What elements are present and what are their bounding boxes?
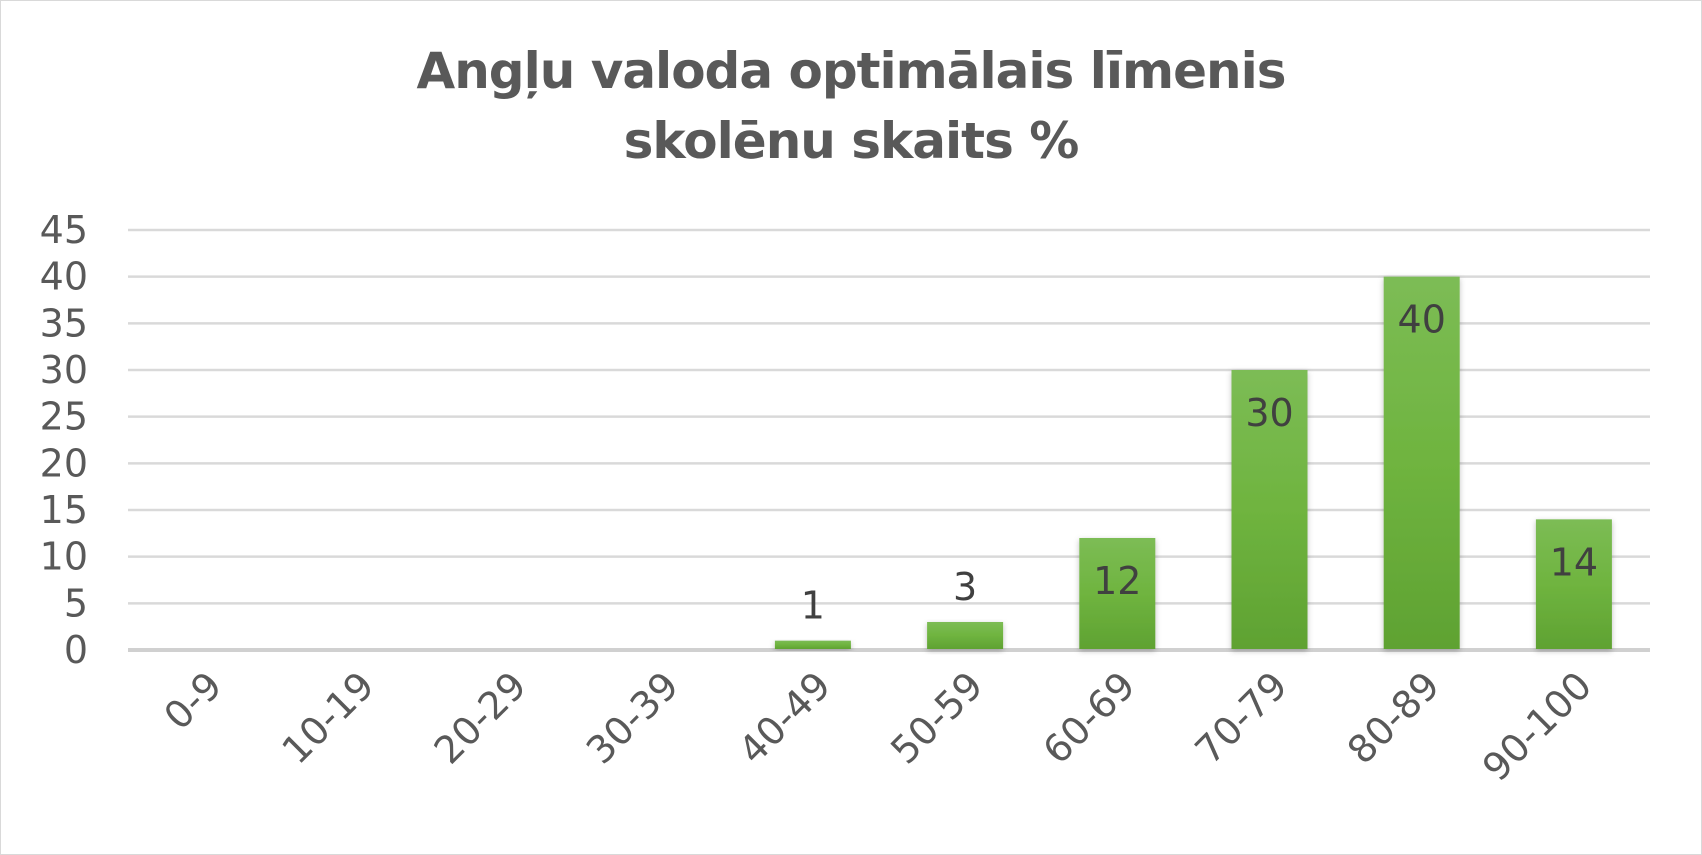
bar-80-89 [1383,276,1460,649]
x-tick-label: 90-100 [1474,663,1600,789]
data-label: 1 [801,584,825,628]
bar-40-49 [774,640,851,649]
bars [774,276,1612,649]
chart-title-line-1: Angļu valoda optimālais līmenis [416,42,1287,100]
x-tick-label: 40-49 [730,663,839,772]
y-tick-label: 15 [40,488,88,532]
chart-title: Angļu valoda optimālais līmenis skolēnu … [0,36,1702,176]
y-tick-label: 45 [40,208,88,252]
x-tick-label: 20-29 [426,663,535,772]
data-labels: 1 3 12 30 40 14 [801,298,1598,628]
y-tick-label: 10 [40,535,88,579]
x-tick-label: 50-59 [882,663,991,772]
x-tick-label: 80-89 [1339,663,1448,772]
data-label: 14 [1550,540,1598,584]
y-tick-label: 35 [40,301,88,345]
y-tick-label: 30 [40,348,88,392]
chart-title-line-2: skolēnu skaits % [623,112,1080,170]
y-tick-label: 25 [40,395,88,439]
x-axis-tick-labels: 0-9 10-19 20-29 30-39 40-49 50-59 60-69 70-79 80… [155,663,1600,789]
bar-90-100 [1535,519,1612,649]
x-tick-label: 70-79 [1187,663,1296,772]
bar-60-69 [1079,538,1156,649]
data-label: 3 [953,565,977,609]
y-tick-label: 20 [40,441,88,485]
y-tick-label: 40 [40,255,88,299]
bar-50-59 [927,622,1004,649]
y-tick-label: 5 [64,581,88,625]
data-label: 30 [1245,391,1293,435]
x-tick-label: 30-39 [578,663,687,772]
x-tick-label: 0-9 [155,663,230,738]
x-tick-label: 10-19 [273,663,382,772]
data-label: 40 [1398,298,1446,342]
y-tick-label: 0 [64,628,88,672]
bar-70-79 [1231,370,1308,649]
data-label: 12 [1093,559,1141,603]
x-tick-label: 60-69 [1034,663,1143,772]
